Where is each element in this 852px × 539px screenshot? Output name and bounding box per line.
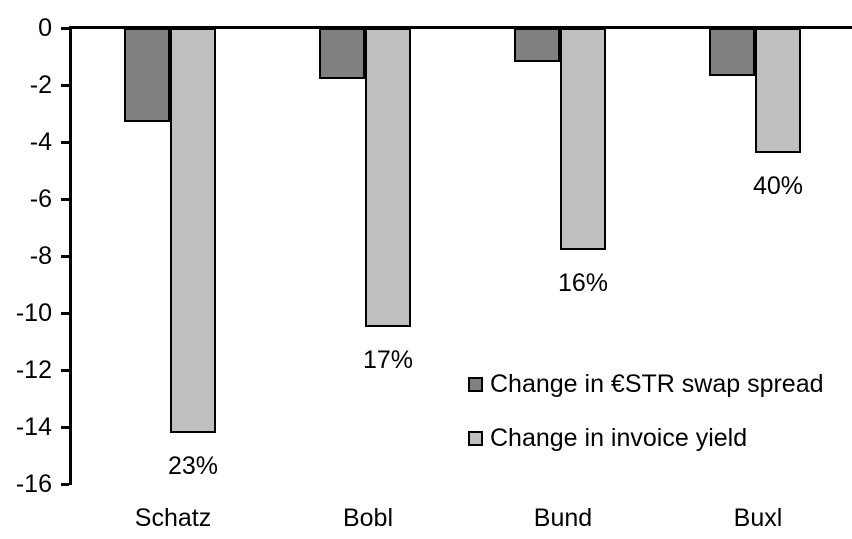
- y-axis-tick: [61, 255, 69, 258]
- x-axis-category-label: Schatz: [134, 504, 212, 532]
- bar-swap-spread: [319, 28, 365, 79]
- x-axis-zero-line: [69, 26, 852, 29]
- y-axis-tick: [61, 312, 69, 315]
- x-axis-category-label: Bobl: [342, 504, 394, 532]
- y-axis-tick: [61, 369, 69, 372]
- legend-swatch-swap-spread: [468, 376, 483, 392]
- y-axis-tick: [61, 483, 69, 486]
- y-axis-tick-label: -16: [15, 470, 52, 498]
- x-axis-category-label: Buxl: [733, 504, 783, 532]
- bar-invoice-yield: [560, 28, 606, 250]
- y-axis-tick: [61, 426, 69, 429]
- bar-value-label: 16%: [557, 269, 609, 297]
- legend: Change in €STR swap spread Change in inv…: [468, 371, 824, 451]
- y-axis-tick-label: 0: [38, 14, 52, 42]
- y-axis-tick-label: -12: [15, 356, 52, 384]
- legend-swatch-invoice-yield: [468, 430, 483, 446]
- legend-item-swap-spread: Change in €STR swap spread: [468, 371, 824, 397]
- y-axis-tick-label: -6: [29, 185, 52, 213]
- bar-invoice-yield: [170, 28, 216, 433]
- y-axis-tick-label: -4: [29, 128, 52, 156]
- bar-value-label: 17%: [362, 346, 414, 374]
- y-axis-tick-label: -8: [29, 242, 52, 270]
- y-axis-tick: [61, 198, 69, 201]
- bar-swap-spread: [709, 28, 755, 76]
- bar-value-label: 23%: [167, 452, 219, 480]
- bar-swap-spread: [124, 28, 170, 122]
- x-axis-category-label: Bund: [533, 504, 593, 532]
- bar-invoice-yield: [365, 28, 411, 327]
- y-axis-tick-label: -10: [15, 299, 52, 327]
- legend-item-invoice-yield: Change in invoice yield: [468, 425, 824, 451]
- legend-label-swap-spread: Change in €STR swap spread: [490, 370, 824, 398]
- y-axis-tick-label: -2: [29, 71, 52, 99]
- legend-label-invoice-yield: Change in invoice yield: [490, 424, 748, 452]
- bar-invoice-yield: [755, 28, 801, 153]
- y-axis-tick: [61, 84, 69, 87]
- y-axis-tick: [61, 141, 69, 144]
- bar-swap-spread: [514, 28, 560, 62]
- bar-value-label: 40%: [752, 172, 804, 200]
- y-axis-tick: [61, 27, 69, 30]
- y-axis-line: [69, 26, 72, 485]
- y-axis-tick-label: -14: [15, 413, 52, 441]
